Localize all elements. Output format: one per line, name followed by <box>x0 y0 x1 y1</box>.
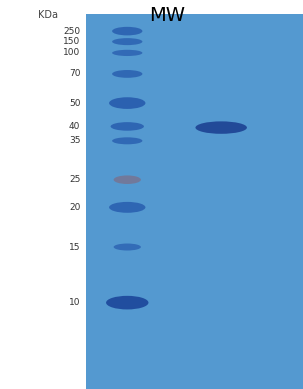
Ellipse shape <box>112 137 142 144</box>
Text: 35: 35 <box>69 136 80 145</box>
Text: 40: 40 <box>69 122 80 131</box>
Ellipse shape <box>114 244 141 251</box>
Text: 250: 250 <box>63 26 80 36</box>
Ellipse shape <box>195 121 247 134</box>
Ellipse shape <box>111 122 144 131</box>
Text: 70: 70 <box>69 69 80 79</box>
Text: 50: 50 <box>69 98 80 108</box>
Text: MW: MW <box>149 6 185 25</box>
Ellipse shape <box>112 27 142 35</box>
Text: KDa: KDa <box>38 10 58 20</box>
Ellipse shape <box>112 38 142 45</box>
Text: 25: 25 <box>69 175 80 184</box>
Ellipse shape <box>112 50 142 56</box>
Text: 10: 10 <box>69 298 80 307</box>
Bar <box>86 14 303 389</box>
Text: 15: 15 <box>69 242 80 252</box>
Ellipse shape <box>109 202 145 213</box>
Text: 20: 20 <box>69 203 80 212</box>
Text: 150: 150 <box>63 37 80 46</box>
Text: 100: 100 <box>63 48 80 58</box>
Ellipse shape <box>114 175 141 184</box>
Ellipse shape <box>109 97 145 109</box>
Ellipse shape <box>106 296 148 310</box>
Ellipse shape <box>112 70 142 78</box>
